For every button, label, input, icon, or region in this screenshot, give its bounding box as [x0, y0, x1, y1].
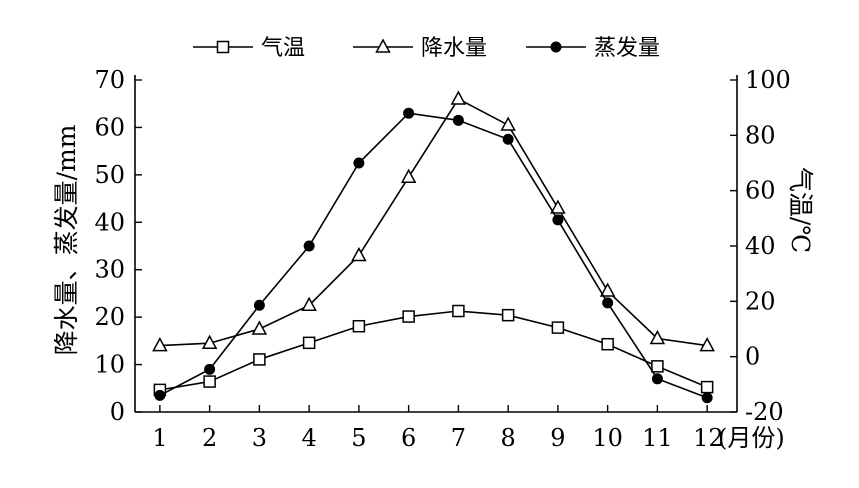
legend-label: 气温 — [261, 36, 305, 61]
x-axis-unit: (月份) — [718, 424, 785, 452]
data-point-dot — [701, 392, 713, 404]
data-point-triangle — [599, 282, 616, 297]
legend-item: 气温 — [193, 36, 305, 61]
series-square — [153, 304, 714, 397]
series-triangle — [152, 90, 715, 352]
data-point-dot — [253, 299, 265, 311]
data-point-square — [700, 380, 714, 394]
series-line — [159, 97, 708, 347]
right-tick-label: 100 — [745, 66, 791, 94]
data-point-triangle — [450, 90, 467, 105]
x-tick-label: 1 — [152, 424, 167, 452]
data-point-square — [651, 360, 664, 373]
series-group — [152, 90, 715, 404]
x-tick-label: 3 — [252, 424, 267, 452]
data-point-dot — [204, 363, 216, 375]
right-tick-label: 60 — [745, 177, 776, 205]
left-tick-label: 20 — [94, 303, 125, 331]
x-tick-label: 10 — [592, 424, 623, 452]
left-tick-label: 30 — [94, 256, 125, 284]
right-axis-ticks: -20 0 20 40 60 80 100 — [730, 66, 791, 426]
axes — [134, 75, 738, 413]
x-tick-label: 4 — [301, 424, 316, 452]
data-point-square — [302, 336, 316, 350]
data-point-dot — [550, 41, 562, 53]
series-dot — [154, 107, 713, 404]
x-tick-label: 8 — [500, 424, 515, 452]
legend-label: 蒸发量 — [594, 36, 660, 61]
data-point-dot — [303, 240, 315, 252]
legend-item: 蒸发量 — [526, 36, 660, 61]
data-point-triangle — [201, 334, 218, 349]
data-point-triangle — [375, 38, 391, 53]
x-tick-label: 7 — [451, 424, 466, 452]
legend: 气温 降水量 蒸发量 — [193, 36, 660, 61]
legend-label: 降水量 — [421, 36, 487, 61]
left-tick-label: 0 — [110, 398, 125, 426]
data-point-square — [501, 308, 515, 322]
data-point-triangle — [152, 337, 168, 352]
data-point-triangle — [251, 320, 268, 335]
series-line — [159, 112, 708, 399]
x-tick-label: 6 — [401, 424, 416, 452]
x-tick-label: 5 — [351, 424, 366, 452]
right-tick-label: -20 — [745, 398, 784, 426]
data-point-dot — [154, 389, 166, 401]
data-point-triangle — [351, 246, 367, 262]
left-tick-label: 10 — [94, 351, 125, 379]
data-point-square — [452, 304, 465, 318]
x-tick-label: 12 — [693, 424, 724, 452]
right-tick-label: 80 — [745, 121, 776, 149]
data-point-triangle — [550, 199, 566, 214]
data-point-dot — [502, 133, 514, 145]
left-axis-ticks: 0 10 20 30 40 50 60 70 — [94, 66, 142, 426]
data-point-triangle — [400, 168, 417, 183]
data-point-dot — [651, 373, 663, 385]
x-tick-label: 9 — [550, 424, 565, 452]
left-tick-label: 70 — [94, 66, 125, 94]
right-tick-label: 20 — [745, 287, 776, 315]
x-axis-ticks: 1 2 3 4 5 6 7 8 9 10 11 12 — [152, 405, 724, 452]
data-point-triangle — [500, 116, 516, 131]
data-point-square — [216, 40, 230, 54]
right-tick-label: 40 — [745, 232, 776, 260]
data-point-dot — [602, 297, 614, 309]
data-point-square — [601, 337, 614, 351]
data-point-square — [551, 321, 565, 334]
left-axis-label: 降水量、蒸发量/mm — [52, 124, 81, 355]
data-point-triangle — [649, 329, 666, 345]
data-point-triangle — [301, 296, 317, 312]
data-point-square — [402, 310, 415, 323]
x-tick-label: 2 — [202, 424, 217, 452]
right-axis-label: 气温/℃ — [786, 167, 815, 253]
data-point-dot — [452, 114, 464, 126]
right-tick-label: 0 — [745, 343, 760, 371]
legend-item: 降水量 — [353, 36, 487, 61]
data-point-square — [352, 319, 366, 333]
left-tick-label: 60 — [94, 113, 125, 141]
data-point-triangle — [699, 337, 715, 352]
data-point-dot — [353, 157, 365, 169]
x-tick-label: 11 — [642, 424, 673, 452]
data-point-square — [253, 353, 266, 366]
data-point-dot — [552, 214, 564, 226]
data-point-dot — [403, 107, 415, 119]
left-tick-label: 50 — [94, 161, 125, 189]
left-tick-label: 40 — [94, 208, 125, 236]
series-line — [159, 310, 708, 391]
data-point-square — [203, 375, 216, 388]
